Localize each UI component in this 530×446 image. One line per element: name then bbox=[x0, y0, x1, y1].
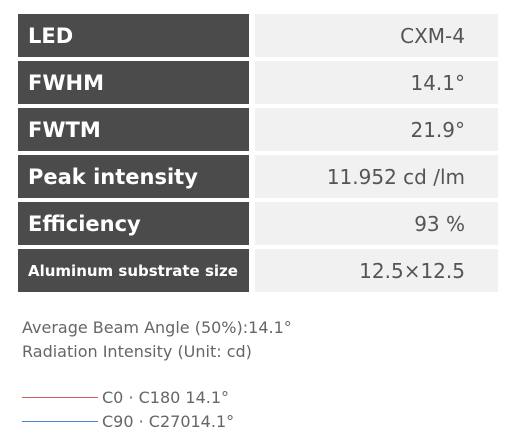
spec-label: Efficiency bbox=[18, 202, 249, 245]
legend-item: C90 · C27014.1° bbox=[22, 411, 234, 431]
spec-label: LED bbox=[18, 14, 249, 57]
spec-row: FWHM 14.1° bbox=[18, 61, 498, 104]
spec-label: FWTM bbox=[18, 108, 249, 151]
note: Average Beam Angle (50%):14.1° bbox=[22, 318, 292, 337]
spec-row: FWTM 21.9° bbox=[18, 108, 498, 151]
spec-row: Efficiency 93 % bbox=[18, 202, 498, 245]
legend-line bbox=[22, 396, 98, 398]
spec-value: 14.1° bbox=[255, 61, 498, 104]
note: Radiation Intensity (Unit: cd) bbox=[22, 342, 252, 361]
legend-line bbox=[22, 420, 98, 422]
spec-row: LED CXM-4 bbox=[18, 14, 498, 57]
legend-label: C0 · C180 14.1° bbox=[102, 387, 230, 407]
spec-value: CXM-4 bbox=[255, 14, 498, 57]
spec-value: 12.5×12.5 bbox=[255, 249, 498, 292]
legend-item: C0 · C180 14.1° bbox=[22, 387, 229, 407]
spec-label: Peak intensity bbox=[18, 155, 249, 198]
spec-row: Aluminum substrate size 12.5×12.5 bbox=[18, 249, 498, 292]
legend-label: C90 · C27014.1° bbox=[102, 411, 235, 431]
spec-row: Peak intensity 11.952 cd /lm bbox=[18, 155, 498, 198]
spec-label: FWHM bbox=[18, 61, 249, 104]
spec-value: 93 % bbox=[255, 202, 498, 245]
spec-value: 21.9° bbox=[255, 108, 498, 151]
spec-value: 11.952 cd /lm bbox=[255, 155, 498, 198]
spec-label: Aluminum substrate size bbox=[18, 249, 249, 292]
